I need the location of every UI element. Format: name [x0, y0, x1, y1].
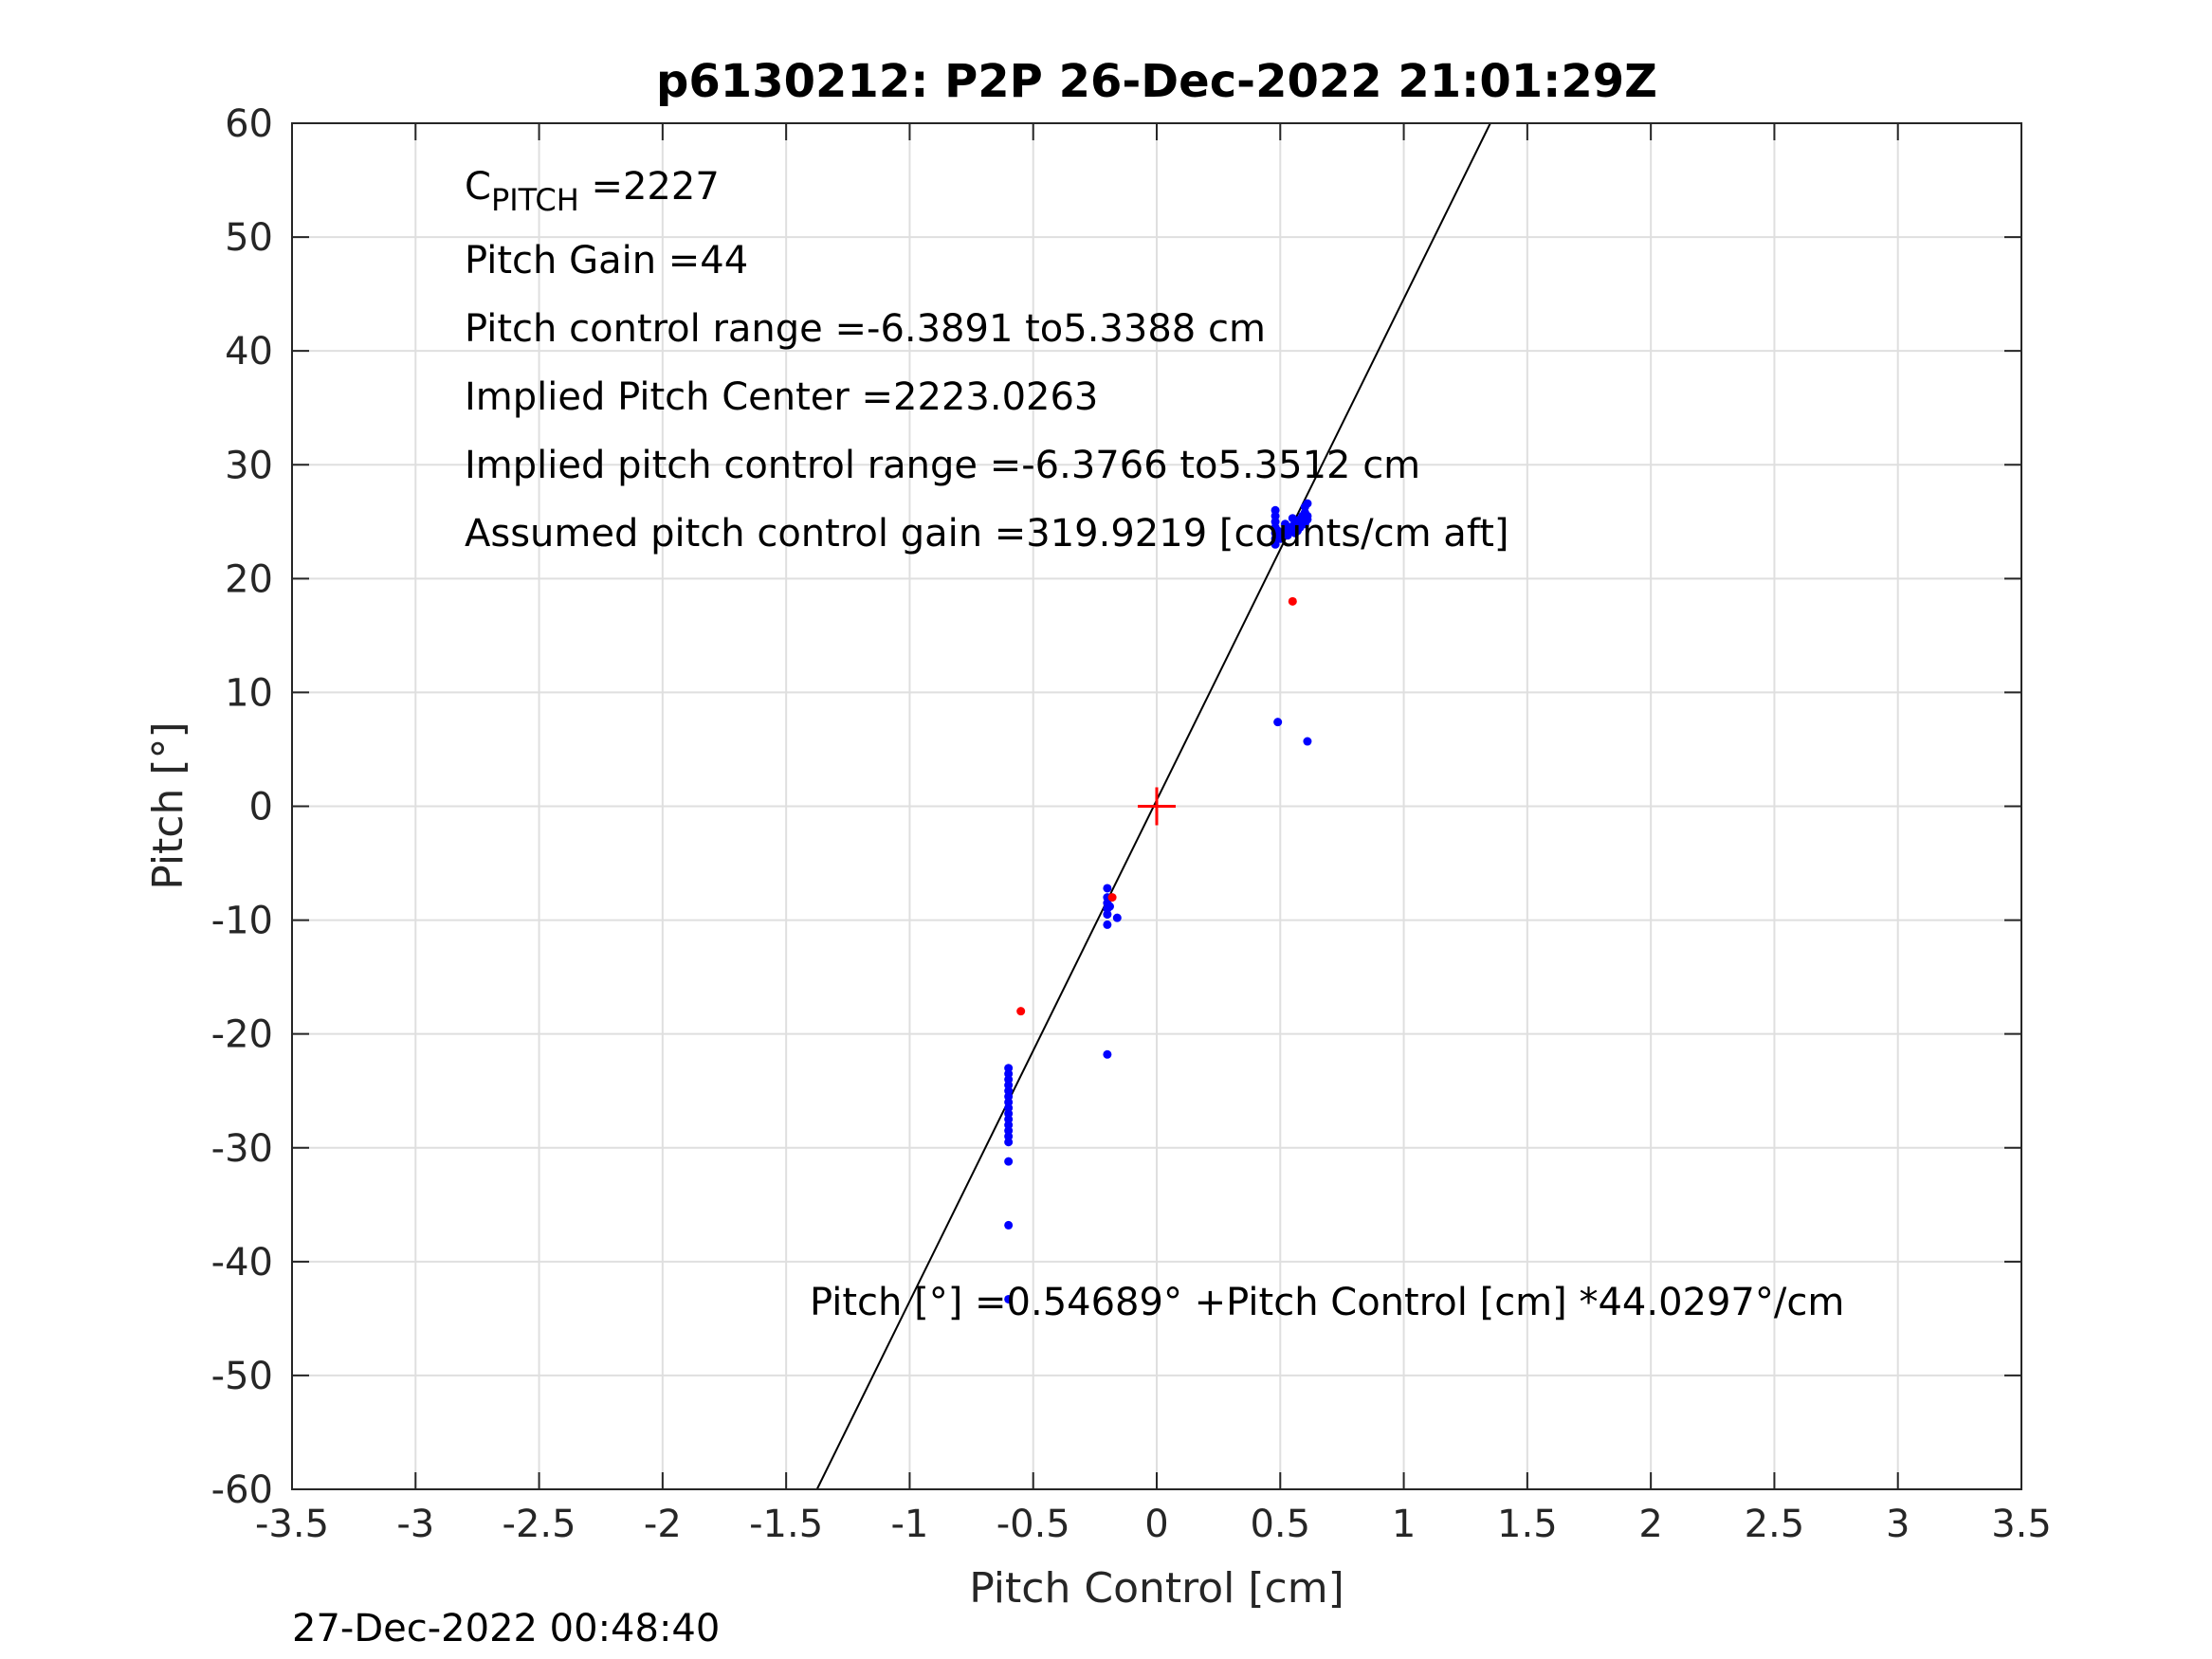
- y-tick-label: -20: [211, 1013, 273, 1057]
- blue-data-point: [1303, 515, 1312, 524]
- y-tick-label: -30: [211, 1127, 273, 1171]
- blue-data-point: [1004, 1220, 1014, 1230]
- y-tick-label: 0: [249, 786, 273, 830]
- annotation-c-pitch: CPITCH =2227: [465, 165, 720, 218]
- blue-data-point: [1103, 884, 1112, 893]
- blue-data-point: [1293, 526, 1303, 536]
- blue-data-point: [1004, 1294, 1014, 1304]
- x-tick-label: -3: [396, 1503, 434, 1546]
- fit-equation: Pitch [°] =0.54689° +Pitch Control [cm] …: [810, 1281, 1844, 1324]
- chart-title: p6130212: P2P 26-Dec-2022 21:01:29Z: [656, 55, 1657, 108]
- y-tick-label: -60: [211, 1468, 273, 1512]
- x-tick-label: 2: [1638, 1503, 1662, 1546]
- x-tick-label: 2.5: [1745, 1503, 1805, 1546]
- annotation-implied-center: Implied Pitch Center =2223.0263: [465, 375, 1098, 419]
- blue-data-point: [1303, 499, 1312, 508]
- x-tick-label: -2: [644, 1503, 682, 1546]
- x-tick-label: 3: [1886, 1503, 1910, 1546]
- y-tick-label: -10: [211, 900, 273, 943]
- y-tick-label: 20: [225, 557, 273, 601]
- red-data-point: [1107, 893, 1117, 902]
- footer-timestamp: 27-Dec-2022 00:48:40: [292, 1607, 720, 1650]
- x-tick-label: 0: [1144, 1503, 1168, 1546]
- y-tick-label: 60: [225, 102, 273, 146]
- blue-data-point: [1004, 1157, 1014, 1166]
- x-tick-label: 1.5: [1497, 1503, 1558, 1546]
- data-points: [1004, 499, 1312, 1304]
- annotation-c-pitch-base: C: [465, 165, 491, 209]
- red-data-point: [1016, 1007, 1026, 1016]
- blue-data-point: [1283, 531, 1292, 540]
- blue-data-point: [1271, 539, 1280, 549]
- x-tick-label: -1: [890, 1503, 928, 1546]
- annotation-block: CPITCH =2227 Pitch Gain =44 Pitch contro…: [465, 165, 1508, 556]
- blue-data-point: [1275, 534, 1285, 543]
- y-tick-label: 30: [225, 444, 273, 487]
- x-axis-label: Pitch Control [cm]: [969, 1564, 1344, 1613]
- x-tick-label: -0.5: [996, 1503, 1070, 1546]
- y-axis-label: Pitch [°]: [144, 721, 192, 889]
- y-tick-label: 40: [225, 330, 273, 374]
- y-tick-label: -50: [211, 1355, 273, 1398]
- blue-data-point: [1103, 920, 1112, 929]
- y-tick-label: 50: [225, 216, 273, 260]
- x-tick-label: 1: [1392, 1503, 1416, 1546]
- blue-data-point: [1273, 718, 1283, 727]
- y-tick-label: -40: [211, 1241, 273, 1285]
- annotation-assumed-gain: Assumed pitch control gain =319.9219 [co…: [465, 512, 1508, 556]
- center-marker: [1138, 787, 1176, 826]
- blue-data-point: [1303, 737, 1312, 746]
- annotation-implied-range: Implied pitch control range =-6.3766 to5…: [465, 444, 1420, 487]
- annotation-pitch-gain: Pitch Gain =44: [465, 239, 748, 283]
- x-tick-label: -3.5: [255, 1503, 329, 1546]
- blue-data-point: [1103, 910, 1112, 920]
- x-tick-label: 3.5: [1991, 1503, 2052, 1546]
- blue-data-point: [1105, 902, 1114, 911]
- annotation-control-range: Pitch control range =-6.3891 to5.3388 cm: [465, 307, 1266, 351]
- red-data-point: [1288, 596, 1297, 606]
- annotation-c-pitch-value: =2227: [579, 165, 720, 209]
- blue-data-point: [1288, 514, 1297, 523]
- blue-data-point: [1004, 1138, 1014, 1147]
- annotation-c-pitch-sub: PITCH: [491, 182, 579, 218]
- blue-data-point: [1103, 1049, 1112, 1059]
- blue-data-point: [1112, 913, 1122, 922]
- x-tick-label: 0.5: [1250, 1503, 1310, 1546]
- x-tick-label: -1.5: [749, 1503, 823, 1546]
- y-tick-label: 10: [225, 671, 273, 715]
- axis-ticks: -3.5 -3 -2.5 -2 -1.5 -1 -0.5 0 0.5 1 1.5 2 2.5 3 3.5 60…: [211, 102, 2052, 1546]
- x-tick-label: -2.5: [503, 1503, 576, 1546]
- blue-data-point: [1280, 520, 1289, 529]
